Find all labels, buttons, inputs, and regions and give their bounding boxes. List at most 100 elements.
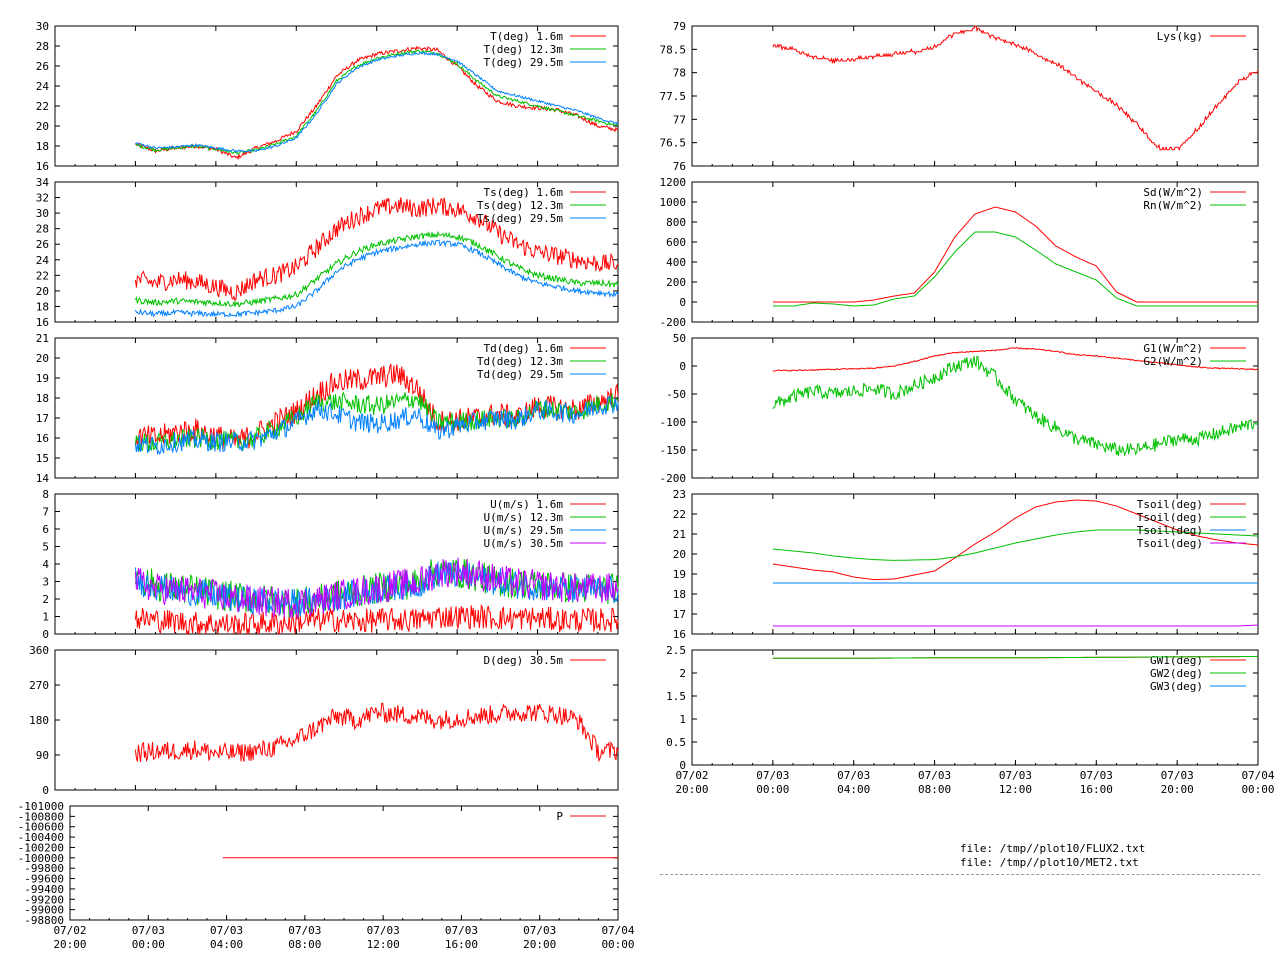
x-tick-label-time: 20:00 [523, 938, 556, 951]
x-tick-label-date: 07/03 [445, 924, 478, 937]
y-tick-label: 21 [36, 332, 49, 345]
x-tick-label-time: 12:00 [367, 938, 400, 951]
y-tick-label: 1.5 [666, 690, 686, 703]
y-tick-label: 2.5 [666, 644, 686, 657]
series-line-tsonic-2 [134, 239, 619, 318]
panel-temp: 16 18 20 22 24 26 28 30 T(deg) 1.6mT(deg) 12.3mT… [36, 20, 619, 173]
x-tick-label-time: 08:00 [918, 783, 951, 796]
series-line-rad-1 [772, 231, 1258, 307]
y-tick-label: 0 [42, 628, 49, 641]
y-tick-label: 1000 [660, 196, 687, 209]
y-tick-label: 20 [36, 352, 49, 365]
y-tick-label: -150 [660, 444, 687, 457]
x-tick-label-time: 16:00 [445, 938, 478, 951]
legend-label: T(deg) 29.5m [484, 56, 564, 69]
y-tick-label: 77 [673, 113, 686, 126]
file-name-met: file: /tmp//plot10/MET2.txt [960, 856, 1139, 869]
y-tick-label: 3 [42, 576, 49, 589]
y-tick-label: 23 [673, 488, 686, 501]
series-line-wind-2 [134, 560, 619, 617]
y-tick-label: 14 [36, 472, 50, 485]
y-tick-label: 600 [666, 236, 686, 249]
y-tick-label: 32 [36, 192, 49, 205]
x-tick-label-time: 00:00 [132, 938, 165, 951]
y-tick-label: 21 [673, 528, 686, 541]
legend-label: GW3(deg) [1150, 680, 1203, 693]
series-line-tsonic-1 [134, 230, 619, 308]
y-tick-label: -50 [666, 388, 686, 401]
y-tick-label: 0 [679, 759, 686, 772]
series-line-tsoil-0 [772, 499, 1259, 581]
y-tick-label: -100200 [18, 841, 64, 854]
series-line-dir-0 [134, 702, 619, 763]
legend-label: Ts(deg) 1.6m [484, 186, 564, 199]
y-tick-label: 26 [36, 60, 49, 73]
y-tick-label: -100400 [18, 831, 64, 844]
y-tick-label: 19 [36, 372, 49, 385]
series-line-gflux-0 [772, 347, 1259, 372]
y-tick-label: 1 [679, 713, 686, 726]
y-tick-label: -99200 [24, 893, 64, 906]
legend-label: Rn(W/m^2) [1143, 199, 1203, 212]
y-tick-label: 78.5 [660, 43, 687, 56]
y-tick-label: 15 [36, 452, 49, 465]
panel-gw: 00.511.522.507/0220:0007/0300:0007/0304:… [666, 644, 1275, 796]
x-tick-label-time: 16:00 [1080, 783, 1113, 796]
y-tick-label: 180 [29, 714, 49, 727]
dashed-separator [660, 874, 1260, 875]
series-line-dew-2 [134, 395, 619, 456]
y-tick-label: 77.5 [660, 90, 687, 103]
panel-gflux: -200 -150 -100 -50 0 50 G1(W/m^2)G2(W/m^2) [660, 332, 1259, 485]
legend-label: U(m/s) 30.5m [484, 537, 564, 550]
file-list: file: /tmp//plot10/FLUX2.txt file: /tmp/… [960, 842, 1145, 870]
series-line-gflux-1 [772, 355, 1259, 456]
y-tick-label: -98800 [24, 914, 64, 927]
legend-label: Lys(kg) [1157, 30, 1203, 43]
y-tick-label: 16 [36, 316, 49, 329]
panel-pres: -101000-100800-100600-100400-100200-1000… [18, 800, 635, 951]
y-tick-label: 2 [42, 593, 49, 606]
y-tick-label: 270 [29, 679, 49, 692]
y-tick-label: 400 [666, 256, 686, 269]
x-tick-label-date: 07/03 [288, 924, 321, 937]
y-tick-label: 5 [42, 541, 49, 554]
x-tick-label-date: 07/02 [675, 769, 708, 782]
x-tick-label-date: 07/03 [756, 769, 789, 782]
x-tick-label-date: 07/02 [53, 924, 86, 937]
legend-label: D(deg) 30.5m [484, 654, 564, 667]
y-tick-label: 24 [36, 80, 50, 93]
x-tick-label-date: 07/03 [367, 924, 400, 937]
series-line-rad-0 [772, 206, 1258, 303]
x-tick-label-time: 00:00 [601, 938, 634, 951]
y-tick-label: 17 [673, 608, 686, 621]
panel-dir: 0 90 180 270 360 D(deg) 30.5m [29, 644, 619, 797]
y-tick-label: -200 [660, 316, 687, 329]
x-tick-label-date: 07/04 [1241, 769, 1274, 782]
x-tick-label-date: 07/03 [132, 924, 165, 937]
y-tick-label: 18 [673, 588, 686, 601]
x-tick-label-time: 20:00 [1161, 783, 1194, 796]
x-tick-label-time: 08:00 [288, 938, 321, 951]
y-tick-label: 79 [673, 20, 686, 33]
y-tick-label: -99600 [24, 873, 64, 886]
legend-label: Tsoil(deg) [1137, 537, 1203, 550]
y-tick-label: 18 [36, 140, 49, 153]
y-tick-label: -99400 [24, 883, 64, 896]
x-tick-label-date: 07/03 [1080, 769, 1113, 782]
x-tick-label-date: 07/03 [918, 769, 951, 782]
series-line-tsoil-1 [772, 529, 1258, 561]
x-tick-label-date: 07/04 [601, 924, 634, 937]
y-tick-label: 16 [36, 432, 49, 445]
y-tick-label: 800 [666, 216, 686, 229]
y-tick-label: 19 [673, 568, 686, 581]
legend-label: U(m/s) 29.5m [484, 524, 564, 537]
x-tick-label-date: 07/03 [999, 769, 1032, 782]
y-tick-label: 7 [42, 506, 49, 519]
y-tick-label: 6 [42, 523, 49, 536]
y-tick-label: 1200 [660, 176, 687, 189]
y-tick-label: 24 [36, 254, 50, 267]
y-tick-label: 50 [673, 332, 686, 345]
legend-label: Tsoil(deg) [1137, 511, 1203, 524]
